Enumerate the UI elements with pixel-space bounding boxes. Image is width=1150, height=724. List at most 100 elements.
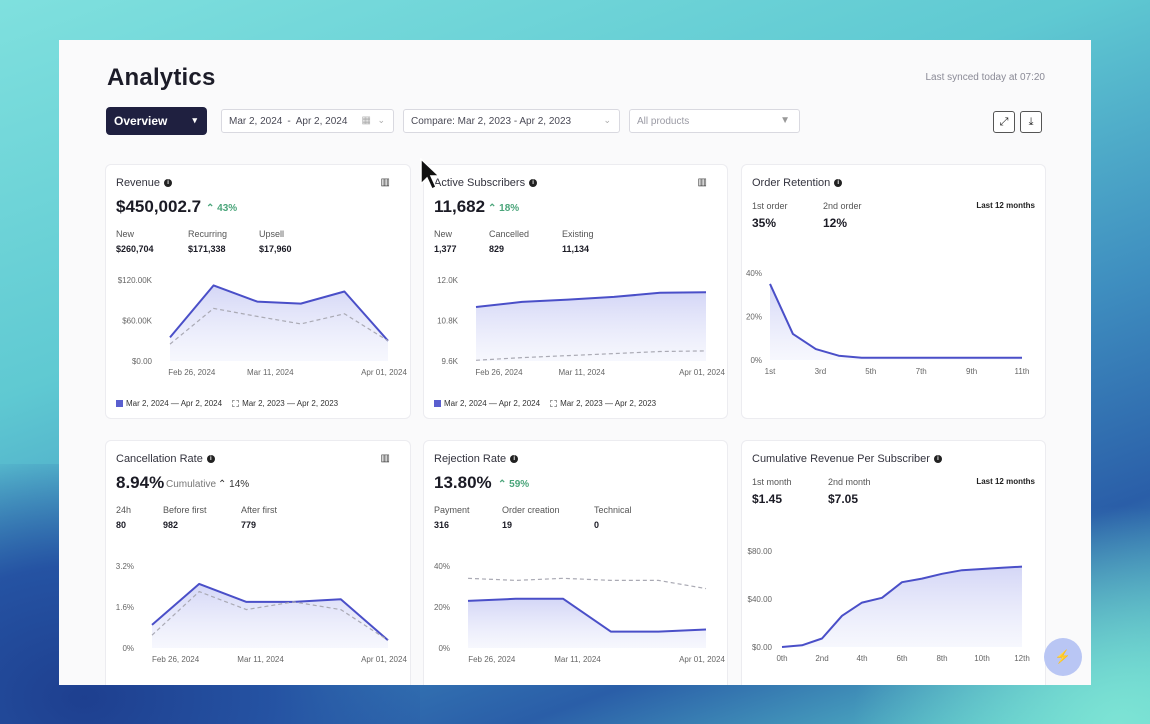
card-title: Revenue i (116, 177, 173, 189)
mouse-cursor-icon (420, 158, 441, 191)
subscribers-chart: 9.6K 10.8K 12.0K Feb 26, 2024 Mar 11, 2024 Ap… (437, 276, 725, 377)
compare-label: Compare: Mar 2, 2023 - Apr 2, 2023 (411, 115, 572, 127)
info-icon[interactable]: i (529, 179, 538, 187)
info-icon[interactable]: i (206, 455, 215, 463)
revenue-card: Revenue i ▥ $450,002.7 ⌃ 43% New $260,704 … (105, 164, 411, 419)
bar-chart-icon[interactable]: ▥ (697, 177, 707, 188)
chevron-down-icon: ⌄ (377, 115, 385, 125)
card-title-text: Order Retention (752, 177, 831, 189)
sync-status: Last synced today at 07:20 (925, 72, 1045, 83)
x-tick-label: 5th (865, 367, 876, 376)
y-tick-label: 0% (750, 356, 762, 365)
legend-previous[interactable]: Mar 2, 2023 — Apr 2, 2023 (232, 399, 338, 408)
x-tick-label: 6th (896, 654, 907, 663)
metric-upsell: Upsell $17,960 (259, 229, 292, 254)
metric-existing: Existing 11,134 (562, 229, 594, 254)
card-title: Cancellation Rate i (116, 453, 215, 465)
series-line-current (475, 291, 707, 308)
view-label: Overview (114, 114, 168, 128)
info-icon[interactable]: i (933, 455, 942, 463)
series-line-previous (475, 350, 707, 361)
series-area (476, 292, 706, 361)
legend-current[interactable]: Mar 2, 2024 — Apr 2, 2024 (434, 399, 540, 408)
series-line-current (467, 597, 707, 633)
series-area (770, 283, 1022, 360)
series-line-current (169, 284, 389, 342)
metric-after-first: After first 779 (241, 505, 278, 530)
cancellation-chart: 0% 1.6% 3.2% Feb 26, 2024 Mar 11, 2024 Apr 01… (116, 562, 408, 664)
series-line-previous (467, 577, 707, 590)
rejection-chart: 0% 20% 40% Feb 26, 2024 Mar 11, 2024 Apr 01, … (434, 562, 725, 664)
view-select-button[interactable]: Overview ▾ (106, 107, 207, 135)
y-tick-label: 20% (746, 313, 762, 322)
series-line-previous (151, 590, 389, 641)
series-area (152, 583, 388, 648)
x-tick-label: Mar 11, 2024 (237, 655, 284, 664)
series-area (782, 566, 1022, 647)
card-title: Cumulative Revenue Per Subscriber i (752, 453, 942, 465)
products-filter[interactable]: All products ▼ (629, 109, 800, 133)
metric-before-first: Before first 982 (163, 505, 207, 530)
metric-first-order: 1st order 35% (752, 201, 788, 230)
expand-icon: ⤢ (999, 115, 1009, 128)
compare-range-select[interactable]: Compare: Mar 2, 2023 - Apr 2, 2023 ⌄ (403, 109, 620, 133)
filter-icon: ▼ (780, 115, 790, 126)
metric-recurring: Recurring $171,338 (188, 229, 228, 254)
metric-new: New 1,377 (434, 229, 457, 254)
y-tick-label: 9.6K (442, 357, 459, 366)
x-tick-label: Feb 26, 2024 (475, 368, 523, 377)
y-tick-label: 40% (434, 562, 450, 571)
metric-cancelled: Cancelled 829 (489, 229, 530, 254)
legend-current[interactable]: Mar 2, 2024 — Apr 2, 2024 (116, 399, 222, 408)
retention-chart: 0% 20% 40% 1st 3rd 5th 7th 9th 11th (746, 269, 1030, 376)
x-tick-label: 4th (856, 654, 867, 663)
legend-swatch (434, 400, 441, 407)
y-tick-label: $60.00K (122, 317, 152, 326)
x-tick-label: Mar 11, 2024 (559, 368, 606, 377)
chevron-down-icon: ⌄ (603, 115, 611, 125)
chevron-down-icon: ▾ (192, 115, 197, 125)
x-tick-label: Feb 26, 2024 (168, 368, 216, 377)
toolbar: Overview ▾ Mar 2, 2024 - Apr 2, 2024 ▦ ⌄… (106, 107, 1046, 135)
rejection-card: Rejection Rate i 13.80% ⌃ 59% Payment 316 … (423, 440, 728, 685)
y-tick-label: 12.0K (437, 276, 459, 285)
y-tick-label: $80.00 (748, 547, 773, 556)
card-title-text: Cumulative Revenue Per Subscriber (752, 453, 930, 465)
y-tick-label: 0% (122, 644, 134, 653)
x-tick-label: Apr 01, 2024 (361, 368, 407, 377)
info-icon[interactable]: i (834, 179, 843, 187)
expand-button[interactable]: ⤢ (993, 111, 1015, 133)
magic-wand-fab[interactable]: ⚡ (1044, 638, 1082, 676)
card-title: Order Retention i (752, 177, 843, 189)
wand-icon: ⚡ (1054, 649, 1072, 664)
x-tick-label: Mar 11, 2024 (554, 655, 601, 664)
download-button[interactable]: ⤓ (1020, 111, 1042, 133)
metric-first-month: 1st month $1.45 (752, 477, 792, 506)
x-tick-label: 9th (966, 367, 977, 376)
x-tick-label: 10th (974, 654, 990, 663)
metric-new: New $260,704 (116, 229, 154, 254)
revenue-delta: ⌃ 43% (206, 203, 238, 214)
series-area (170, 285, 388, 361)
bar-chart-icon[interactable]: ▥ (380, 453, 390, 464)
calendar-icon: ▦ (361, 115, 371, 126)
download-icon: ⤓ (1028, 115, 1034, 128)
y-tick-label: 3.2% (116, 562, 134, 571)
series-line-current (781, 565, 1023, 648)
period-label: Last 12 months (976, 201, 1035, 210)
analytics-window: Analytics Last synced today at 07:20 Ove… (59, 40, 1091, 685)
bar-chart-icon[interactable]: ▥ (380, 177, 390, 188)
card-title: Rejection Rate i (434, 453, 519, 465)
x-tick-label: 2nd (815, 654, 828, 663)
x-tick-label: 12th (1014, 654, 1030, 663)
cumulative-revenue-card: Cumulative Revenue Per Subscriber i Last … (741, 440, 1046, 685)
y-tick-label: $0.00 (752, 643, 773, 652)
info-icon[interactable]: i (510, 455, 519, 463)
date-range-picker[interactable]: Mar 2, 2024 - Apr 2, 2024 ▦ ⌄ (221, 109, 394, 133)
card-title-text: Active Subscribers (434, 177, 526, 189)
legend-previous[interactable]: Mar 2, 2023 — Apr 2, 2023 (550, 399, 656, 408)
y-tick-label: 1.6% (116, 603, 134, 612)
x-tick-label: 3rd (815, 367, 827, 376)
info-icon[interactable]: i (164, 179, 173, 187)
date-start: Mar 2, 2024 (229, 115, 283, 127)
